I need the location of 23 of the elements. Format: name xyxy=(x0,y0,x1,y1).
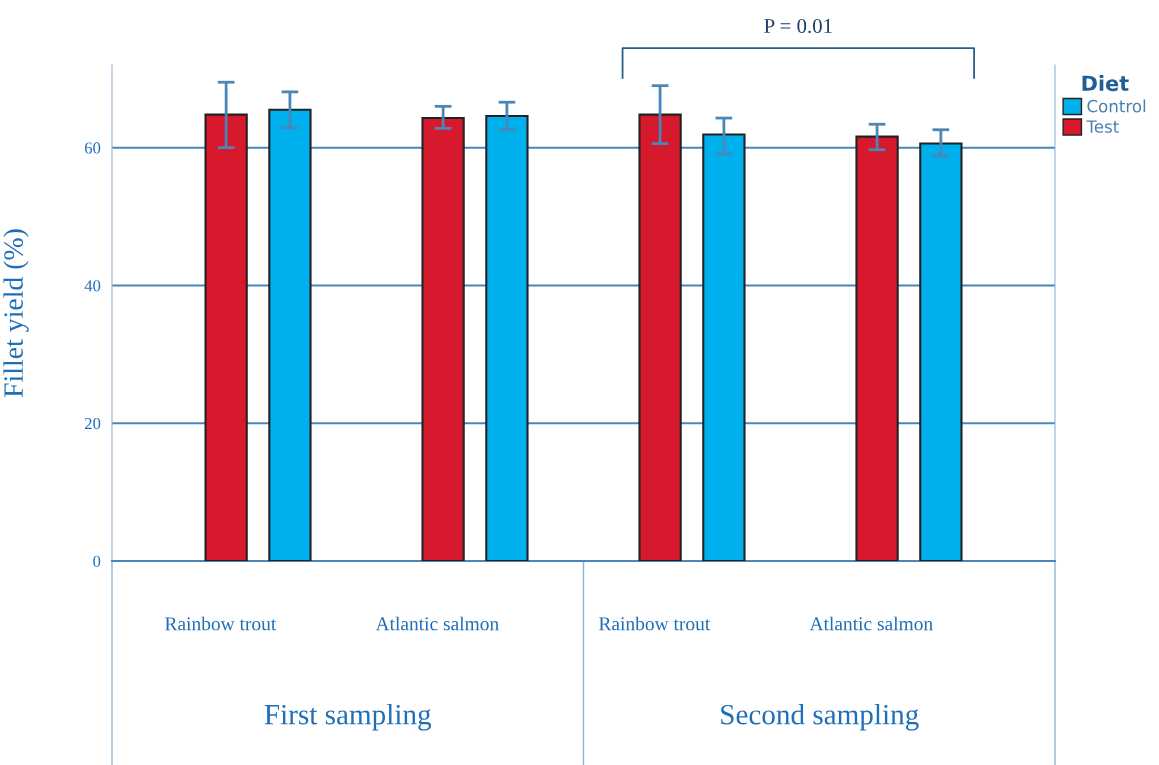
y-tick-label: 40 xyxy=(84,280,101,292)
bar xyxy=(855,135,899,561)
y-tick-label: 20 xyxy=(84,417,101,430)
legend-title: Diet xyxy=(1082,75,1129,92)
legend-label: Control xyxy=(1087,99,1146,113)
text: Second sampling xyxy=(721,703,919,731)
legend-label: Test xyxy=(1086,120,1119,133)
x-tick-label: Rainbow trout xyxy=(165,616,277,631)
bar xyxy=(638,113,682,561)
y-tick-label: 0 xyxy=(93,555,101,567)
bar xyxy=(421,117,465,561)
x-tick-label: Atlantic salmon xyxy=(375,616,499,631)
text: First sampling xyxy=(264,703,432,731)
x-tick-label: Rainbow trout xyxy=(599,616,711,631)
bar xyxy=(204,113,248,561)
bar xyxy=(919,142,963,561)
text: P = 0.01 xyxy=(764,18,832,34)
bar xyxy=(702,133,746,561)
y-tick-label: 60 xyxy=(84,142,101,154)
bar xyxy=(485,114,529,561)
bar xyxy=(268,108,312,561)
y-axis-title: Fillet yield (%) xyxy=(3,229,29,398)
x-tick-label: Atlantic salmon xyxy=(809,616,933,631)
